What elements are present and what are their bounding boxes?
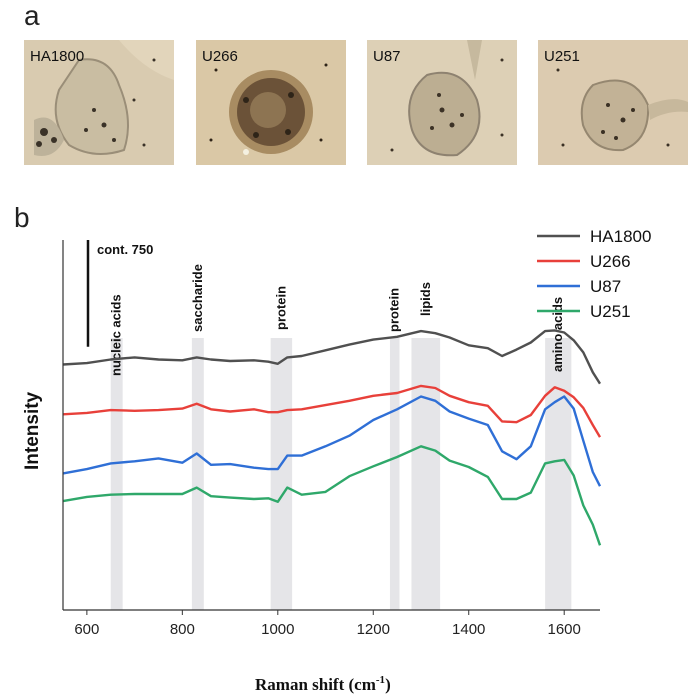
band-label: nucleic acids bbox=[109, 294, 124, 376]
band-highlight bbox=[110, 338, 123, 610]
panel-a-letter: a bbox=[24, 0, 40, 31]
band-highlight bbox=[411, 338, 441, 610]
x-axis-title-close: ) bbox=[385, 675, 391, 694]
legend-label: U266 bbox=[590, 252, 631, 271]
spectra-lines bbox=[62, 329, 602, 546]
micrograph-u266: U266 bbox=[196, 40, 346, 165]
legend-label: U87 bbox=[590, 277, 621, 296]
band-labels: nucleic acids saccharide protein protein lip… bbox=[109, 264, 566, 376]
band-label: amino acids bbox=[550, 297, 565, 372]
band-label: protein bbox=[273, 286, 288, 330]
y-axis-title: Intensity bbox=[22, 391, 43, 470]
micrograph-label: HA1800 bbox=[30, 48, 85, 65]
band-highlight bbox=[191, 338, 204, 610]
micrograph-u87: U87 bbox=[367, 40, 517, 165]
band-highlight bbox=[389, 338, 400, 610]
legend-label: HA1800 bbox=[590, 227, 651, 246]
series-line-u251 bbox=[62, 445, 602, 546]
micrograph-ha1800: HA1800 bbox=[24, 40, 174, 165]
x-tick-label: 1400 bbox=[452, 621, 485, 638]
scale-bar: cont. 750 bbox=[86, 240, 153, 347]
panel-b-letter: b bbox=[14, 202, 30, 233]
series-line-u87 bbox=[62, 395, 602, 487]
x-tick-label: 800 bbox=[170, 621, 195, 638]
micrograph-label: U251 bbox=[544, 48, 580, 65]
legend-label: U251 bbox=[590, 302, 631, 321]
x-tick-label: 600 bbox=[74, 621, 99, 638]
band-label: protein bbox=[387, 288, 402, 332]
x-axis-title-sup: -1 bbox=[376, 674, 385, 686]
legend: HA1800 U266 U87 U251 bbox=[537, 227, 651, 321]
x-axis-title: Raman shift (cm-1) bbox=[255, 674, 391, 694]
x-axis-title-main: Raman shift (cm bbox=[255, 675, 376, 694]
x-tick-label: 1000 bbox=[261, 621, 294, 638]
micrograph-label: U87 bbox=[373, 48, 401, 65]
series-line-ha1800 bbox=[62, 329, 602, 385]
band-label: saccharide bbox=[190, 264, 205, 332]
series-line-u266 bbox=[62, 384, 602, 438]
x-tick-label: 1200 bbox=[357, 621, 390, 638]
micrograph-label: U266 bbox=[202, 48, 238, 65]
x-ticks: 600 800 1000 1200 1400 1600 bbox=[74, 610, 581, 638]
scale-bar-label: cont. 750 bbox=[97, 242, 153, 257]
x-tick-label: 1600 bbox=[548, 621, 581, 638]
band-highlights bbox=[110, 338, 572, 610]
band-label: lipids bbox=[418, 282, 433, 316]
band-highlight bbox=[270, 338, 293, 610]
micrograph-u251: U251 bbox=[538, 40, 688, 165]
band-highlight bbox=[545, 338, 572, 610]
